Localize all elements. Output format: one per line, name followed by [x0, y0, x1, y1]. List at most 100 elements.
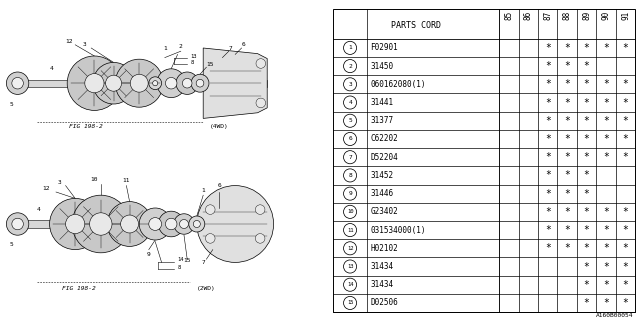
Circle shape	[344, 205, 356, 219]
Text: *: *	[623, 243, 628, 253]
Circle shape	[344, 41, 356, 54]
Text: *: *	[545, 134, 550, 144]
Circle shape	[344, 296, 356, 309]
Circle shape	[157, 69, 186, 98]
Text: *: *	[603, 134, 609, 144]
Text: 4: 4	[50, 66, 53, 71]
Text: 31434: 31434	[371, 280, 394, 289]
Circle shape	[131, 74, 148, 92]
Text: *: *	[603, 116, 609, 126]
Bar	[15, 220, 255, 228]
Text: 10: 10	[91, 177, 98, 182]
Circle shape	[115, 59, 163, 107]
Text: (2WD): (2WD)	[197, 285, 216, 291]
Text: 12: 12	[43, 186, 50, 191]
Text: *: *	[584, 116, 589, 126]
Circle shape	[193, 220, 200, 228]
Text: 5: 5	[10, 101, 13, 107]
Text: *: *	[584, 225, 589, 235]
Text: *: *	[623, 98, 628, 108]
Text: *: *	[564, 98, 570, 108]
Circle shape	[205, 234, 215, 243]
Text: *: *	[564, 116, 570, 126]
Text: A160B00054: A160B00054	[596, 313, 634, 318]
Text: 3: 3	[348, 82, 352, 87]
Text: *: *	[564, 79, 570, 89]
Circle shape	[344, 260, 356, 273]
Text: *: *	[603, 280, 609, 290]
Text: *: *	[584, 207, 589, 217]
Text: *: *	[564, 171, 570, 180]
Text: *: *	[603, 207, 609, 217]
Circle shape	[344, 169, 356, 182]
Text: *: *	[584, 79, 589, 89]
Text: *: *	[623, 134, 628, 144]
Text: *: *	[623, 280, 628, 290]
Text: 89: 89	[582, 11, 591, 20]
Text: 2: 2	[179, 44, 182, 49]
Circle shape	[344, 187, 356, 200]
Text: *: *	[603, 298, 609, 308]
Text: H02102: H02102	[371, 244, 398, 253]
Circle shape	[344, 60, 356, 73]
Text: 90: 90	[602, 11, 611, 20]
Text: 10: 10	[347, 209, 353, 214]
Text: *: *	[603, 152, 609, 162]
Circle shape	[140, 208, 172, 240]
Circle shape	[149, 77, 162, 90]
Polygon shape	[204, 48, 268, 118]
Text: *: *	[564, 43, 570, 53]
Circle shape	[182, 78, 192, 88]
Circle shape	[255, 205, 265, 214]
Text: 88: 88	[563, 11, 572, 20]
Circle shape	[344, 78, 356, 91]
Circle shape	[344, 96, 356, 109]
Text: 7: 7	[202, 260, 205, 265]
Circle shape	[121, 215, 139, 233]
Text: *: *	[545, 116, 550, 126]
Text: *: *	[564, 134, 570, 144]
Text: 86: 86	[524, 11, 532, 20]
Text: C62202: C62202	[371, 134, 398, 143]
Circle shape	[174, 214, 195, 234]
Circle shape	[166, 218, 177, 230]
Text: 8: 8	[348, 173, 352, 178]
Text: 14: 14	[347, 282, 353, 287]
Text: *: *	[545, 188, 550, 199]
Text: 1: 1	[163, 45, 166, 51]
Circle shape	[189, 216, 205, 232]
Text: 12: 12	[65, 39, 72, 44]
Circle shape	[67, 56, 122, 110]
Text: 15: 15	[207, 61, 214, 67]
Text: 9: 9	[147, 252, 150, 257]
Text: 31434: 31434	[371, 262, 394, 271]
Text: 31450: 31450	[371, 61, 394, 71]
Circle shape	[108, 202, 152, 246]
Circle shape	[256, 98, 266, 108]
Circle shape	[93, 62, 134, 104]
Circle shape	[256, 59, 266, 68]
Text: 87: 87	[543, 11, 552, 20]
Text: *: *	[564, 243, 570, 253]
Text: D52204: D52204	[371, 153, 398, 162]
Text: 060162080(1): 060162080(1)	[371, 80, 426, 89]
Text: *: *	[545, 43, 550, 53]
Text: *: *	[564, 207, 570, 217]
Text: *: *	[603, 43, 609, 53]
Circle shape	[159, 211, 184, 237]
Text: 13: 13	[191, 53, 197, 59]
Text: 1: 1	[348, 45, 352, 50]
Text: 14: 14	[178, 257, 184, 262]
Circle shape	[196, 79, 204, 87]
Text: 7: 7	[348, 155, 352, 160]
Text: FIG 198-2: FIG 198-2	[69, 124, 102, 129]
Text: *: *	[623, 207, 628, 217]
Circle shape	[149, 218, 162, 230]
Text: 4: 4	[348, 100, 352, 105]
Text: 5: 5	[348, 118, 352, 123]
Text: 6: 6	[218, 183, 221, 188]
Text: 8: 8	[178, 265, 181, 270]
Text: PARTS CORD: PARTS CORD	[391, 21, 441, 30]
Circle shape	[191, 74, 209, 92]
Circle shape	[106, 75, 122, 91]
